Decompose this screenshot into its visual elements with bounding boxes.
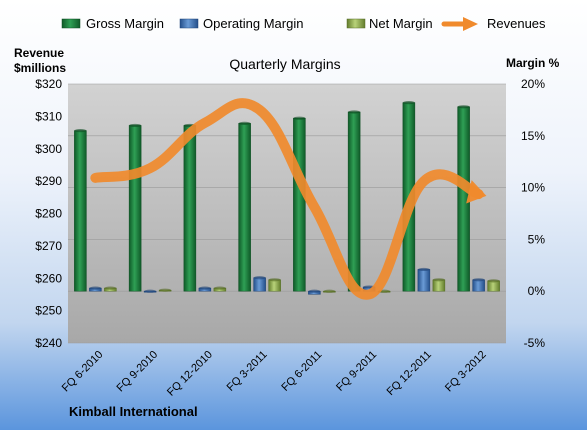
bar-operating-margin bbox=[472, 279, 485, 292]
left-tick-label: $250 bbox=[35, 304, 62, 318]
right-tick-label: 10% bbox=[521, 181, 545, 195]
bar-gross-margin bbox=[293, 117, 306, 292]
bars bbox=[74, 101, 500, 295]
bar-operating-margin-cap bbox=[89, 286, 102, 290]
bar-gross-margin-cap bbox=[348, 110, 361, 114]
left-tick-label: $270 bbox=[35, 239, 62, 253]
legend: Gross Margin Operating Margin Net Margin… bbox=[61, 16, 546, 31]
bar-gross-margin-cap bbox=[238, 121, 251, 125]
left-tick-label: $290 bbox=[35, 174, 62, 188]
left-tick-label: $320 bbox=[35, 77, 62, 91]
left-axis-label-line1: Revenue bbox=[14, 46, 64, 60]
bar-operating-margin-cap bbox=[417, 267, 430, 272]
bar-net-margin-cap bbox=[323, 289, 336, 293]
bar-gross-margin-cap bbox=[402, 101, 415, 105]
right-tick-label: -5% bbox=[524, 336, 546, 350]
bar-net-margin bbox=[268, 279, 281, 292]
revenue-line bbox=[90, 98, 487, 300]
bar-net-margin-cap bbox=[487, 279, 500, 283]
bar-gross-margin bbox=[183, 125, 197, 292]
left-tick-label: $280 bbox=[35, 207, 62, 221]
bar-operating-margin-cap bbox=[308, 289, 321, 293]
bar-operating-margin bbox=[253, 277, 266, 292]
legend-label-operating-margin: Operating Margin bbox=[203, 16, 303, 31]
bar-gross-margin-cap bbox=[74, 129, 87, 133]
right-axis-ticks: -5% 0% 5% 10% 15% 20% bbox=[521, 77, 545, 350]
left-axis-label-line2: $millions bbox=[14, 61, 66, 75]
bar-operating-margin bbox=[417, 269, 431, 292]
legend-label-gross-margin: Gross Margin bbox=[86, 16, 164, 31]
bar-net-margin-cap bbox=[213, 286, 226, 290]
bar-net-margin-cap bbox=[104, 286, 117, 290]
legend-label-revenues: Revenues bbox=[487, 16, 546, 31]
bar-gross-margin-cap bbox=[293, 116, 306, 120]
right-tick-label: 5% bbox=[528, 232, 546, 246]
bar-gross-margin bbox=[74, 130, 87, 292]
left-tick-label: $300 bbox=[35, 142, 62, 156]
right-tick-label: 15% bbox=[521, 129, 545, 143]
bar-net-margin-cap bbox=[432, 278, 445, 282]
legend-swatch-gross-margin bbox=[61, 18, 81, 29]
bar-net-margin bbox=[432, 279, 446, 292]
bar-operating-margin-cap bbox=[198, 286, 211, 290]
bar-gross-margin bbox=[238, 123, 251, 292]
bar-net-margin-cap bbox=[268, 278, 281, 282]
legend-label-net-margin: Net Margin bbox=[369, 16, 433, 31]
left-tick-label: $260 bbox=[35, 271, 62, 285]
bar-gross-margin-cap bbox=[457, 105, 470, 109]
right-tick-label: 20% bbox=[521, 77, 545, 91]
left-tick-label: $240 bbox=[35, 336, 62, 350]
right-axis-label: Margin % bbox=[506, 56, 560, 70]
legend-swatch-net-margin bbox=[346, 18, 366, 29]
right-tick-label: 0% bbox=[528, 284, 546, 298]
legend-swatch-revenues bbox=[441, 17, 478, 31]
bar-operating-margin-cap bbox=[253, 276, 266, 280]
bar-gross-margin bbox=[347, 111, 361, 292]
bar-operating-margin-cap bbox=[144, 289, 157, 293]
legend-swatch-operating-margin bbox=[179, 18, 199, 29]
left-tick-label: $310 bbox=[35, 109, 62, 123]
left-axis-ticks: $240 $250 $260 $270 $280 $290 $300 $310 $320 bbox=[35, 77, 62, 350]
revenue-arrow-head bbox=[466, 180, 487, 204]
bar-net-margin-cap bbox=[159, 288, 172, 292]
bar-gross-margin-cap bbox=[129, 123, 142, 128]
bar-operating-margin-cap bbox=[472, 278, 485, 282]
bar-gross-margin bbox=[128, 125, 142, 292]
revenue-line-path bbox=[90, 98, 484, 300]
chart-title: Quarterly Margins bbox=[229, 56, 340, 72]
company-name: Kimball International bbox=[69, 404, 198, 419]
